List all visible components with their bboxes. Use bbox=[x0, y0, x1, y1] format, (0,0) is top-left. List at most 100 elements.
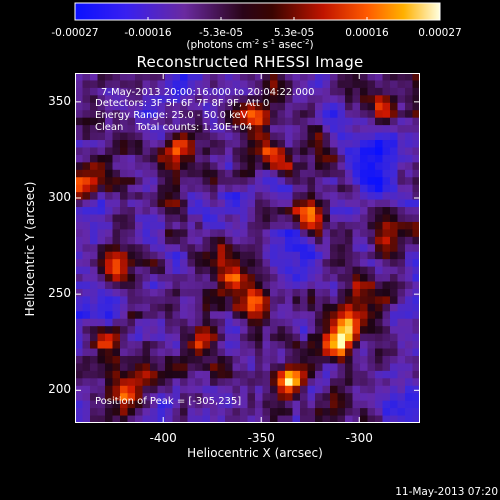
heatmap-cell bbox=[255, 363, 264, 372]
heatmap-cell bbox=[292, 288, 301, 298]
heatmap-cell bbox=[172, 132, 181, 141]
heatmap-cell bbox=[97, 341, 106, 350]
heatmap-cell bbox=[217, 393, 226, 402]
heatmap-cell bbox=[277, 184, 286, 193]
heatmap-cell bbox=[90, 393, 99, 402]
heatmap-cell bbox=[180, 251, 189, 260]
heatmap-cell bbox=[412, 162, 420, 171]
heatmap-cell bbox=[157, 266, 166, 275]
heatmap-cell bbox=[360, 207, 369, 216]
heatmap-cell bbox=[345, 259, 354, 268]
heatmap-cell bbox=[240, 288, 249, 298]
heatmap-cell bbox=[412, 370, 420, 379]
heatmap-cell bbox=[172, 117, 181, 126]
heatmap-cell bbox=[360, 162, 369, 171]
heatmap-cell bbox=[330, 333, 339, 342]
heatmap-cell bbox=[150, 303, 159, 312]
heatmap-cell bbox=[180, 296, 189, 305]
heatmap-cell bbox=[202, 169, 211, 178]
heatmap-cell bbox=[180, 288, 189, 298]
heatmap-cell bbox=[97, 184, 106, 193]
heatmap-cell bbox=[112, 229, 121, 238]
heatmap-cell bbox=[165, 303, 174, 312]
heatmap-cell bbox=[285, 154, 294, 163]
heatmap-cell bbox=[112, 326, 121, 335]
heatmap-cell bbox=[367, 214, 376, 223]
heatmap-cell bbox=[157, 192, 166, 201]
heatmap-cell bbox=[270, 266, 279, 275]
heatmap-cell bbox=[195, 199, 204, 208]
heatmap-cell bbox=[150, 147, 159, 156]
heatmap-cell bbox=[165, 385, 174, 394]
heatmap-cell bbox=[390, 110, 399, 119]
heatmap-cell bbox=[367, 296, 376, 305]
heatmap-cell bbox=[330, 184, 339, 193]
heatmap-cell bbox=[397, 207, 406, 216]
heatmap-cell bbox=[360, 132, 369, 141]
heatmap-cell bbox=[232, 87, 241, 96]
heatmap-cell bbox=[300, 408, 309, 417]
heatmap-cell bbox=[165, 140, 174, 149]
heatmap-cell bbox=[270, 229, 279, 238]
heatmap-cell bbox=[210, 110, 219, 119]
heatmap-cell bbox=[360, 229, 369, 238]
heatmap-cell bbox=[90, 207, 99, 216]
colorbar-tick-label: -0.00016 bbox=[124, 27, 172, 39]
heatmap-cell bbox=[105, 192, 114, 201]
heatmap-cell bbox=[195, 177, 204, 186]
heatmap-cell bbox=[135, 117, 144, 126]
heatmap-cell bbox=[270, 214, 279, 223]
heatmap-cell bbox=[345, 348, 354, 357]
heatmap-cell bbox=[300, 303, 309, 312]
heatmap-cell bbox=[90, 378, 99, 387]
heatmap-cell bbox=[187, 363, 196, 372]
heatmap-cell bbox=[330, 266, 339, 275]
heatmap-cell bbox=[360, 378, 369, 387]
heatmap-cell bbox=[315, 415, 324, 423]
heatmap-cell bbox=[262, 415, 271, 423]
heatmap-cell bbox=[322, 80, 331, 89]
heatmap-cell bbox=[292, 311, 301, 320]
heatmap-cell bbox=[405, 184, 414, 193]
heatmap-cell bbox=[352, 393, 361, 402]
heatmap-cell bbox=[210, 408, 219, 417]
heatmap-cell bbox=[142, 80, 151, 89]
heatmap-cell bbox=[165, 184, 174, 193]
heatmap-cell bbox=[262, 341, 271, 350]
heatmap-cell bbox=[300, 259, 309, 268]
heatmap-cell bbox=[225, 236, 234, 245]
heatmap-cell bbox=[165, 154, 174, 163]
heatmap-cell bbox=[255, 214, 264, 223]
heatmap-cell bbox=[247, 207, 256, 216]
heatmap-cell bbox=[285, 73, 294, 82]
heatmap-cell bbox=[187, 147, 196, 156]
heatmap-cell bbox=[127, 140, 136, 149]
heatmap-cell bbox=[105, 117, 114, 126]
heatmap-cell bbox=[202, 147, 211, 156]
heatmap-cell bbox=[120, 177, 129, 186]
heatmap-cell bbox=[300, 378, 309, 387]
heatmap-cell bbox=[412, 341, 420, 350]
heatmap-cell bbox=[352, 326, 361, 335]
heatmap-cell bbox=[277, 400, 286, 409]
heatmap-cell bbox=[172, 214, 181, 223]
heatmap-cell bbox=[382, 296, 391, 305]
heatmap-cell bbox=[90, 73, 99, 82]
heatmap-cell bbox=[165, 80, 174, 89]
heatmap-cell bbox=[277, 408, 286, 417]
heatmap-cell bbox=[150, 311, 159, 320]
heatmap-cell bbox=[240, 147, 249, 156]
y-axis-label: Heliocentric Y (arcsec) bbox=[23, 181, 37, 317]
heatmap-cell bbox=[277, 288, 286, 298]
heatmap-cell bbox=[150, 102, 159, 111]
heatmap-cell bbox=[187, 296, 196, 305]
heatmap-cell bbox=[150, 274, 159, 283]
heatmap-cell bbox=[187, 117, 196, 126]
heatmap-cell bbox=[90, 162, 99, 171]
heatmap-cell bbox=[210, 363, 219, 372]
heatmap-cell bbox=[330, 303, 339, 312]
heatmap-cell bbox=[255, 244, 264, 253]
heatmap-cell bbox=[322, 348, 331, 357]
heatmap-cell bbox=[360, 259, 369, 268]
heatmap-cell bbox=[240, 274, 249, 283]
